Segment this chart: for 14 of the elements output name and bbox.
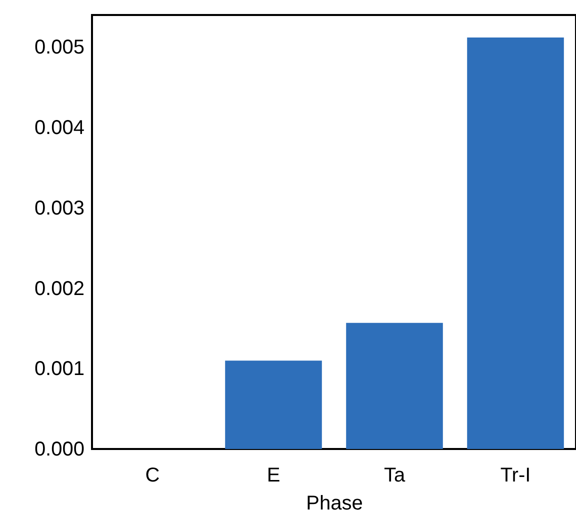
- x-tick-label: E: [266, 464, 280, 486]
- y-tick-label: 0.005: [34, 36, 84, 59]
- x-tick-label: Tr-I: [500, 464, 531, 486]
- y-tick-label: 0.004: [34, 117, 84, 140]
- y-tick-label: 0.002: [34, 278, 84, 300]
- y-tick-label: 0.003: [34, 197, 84, 220]
- bar: [346, 322, 443, 449]
- x-tick-label: C: [145, 464, 160, 486]
- bar: [467, 38, 564, 449]
- x-axis-title: Phase: [306, 492, 363, 514]
- x-tick-label: Ta: [384, 464, 406, 486]
- y-tick-label: 0.000: [34, 438, 84, 460]
- bar: [225, 360, 322, 449]
- y-tick-label: 0.001: [34, 358, 84, 380]
